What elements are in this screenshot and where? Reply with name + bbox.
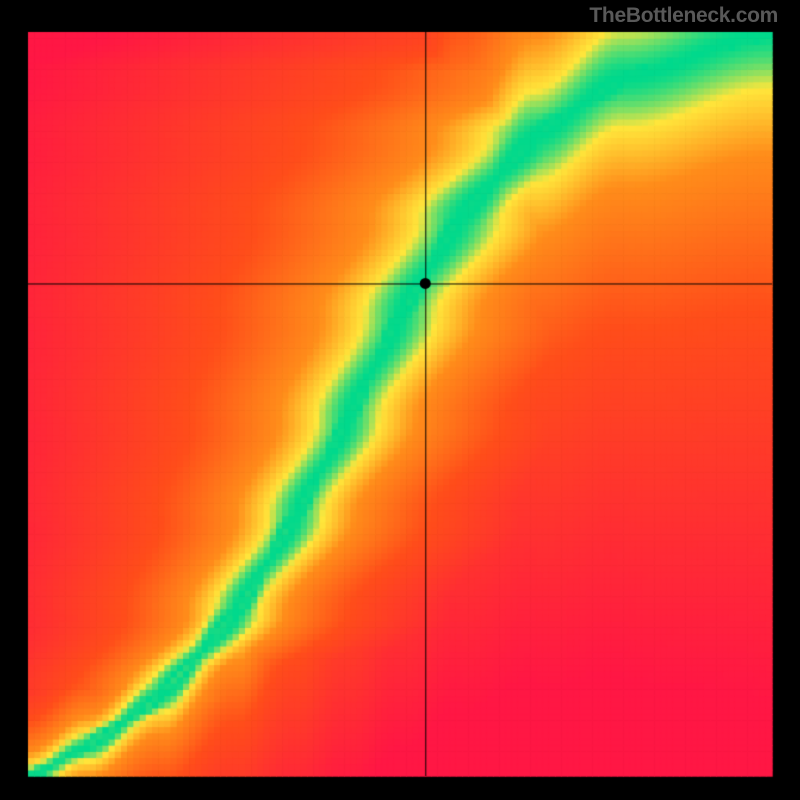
watermark-text: TheBottleneck.com [589,4,778,28]
bottleneck-heatmap [0,0,800,800]
